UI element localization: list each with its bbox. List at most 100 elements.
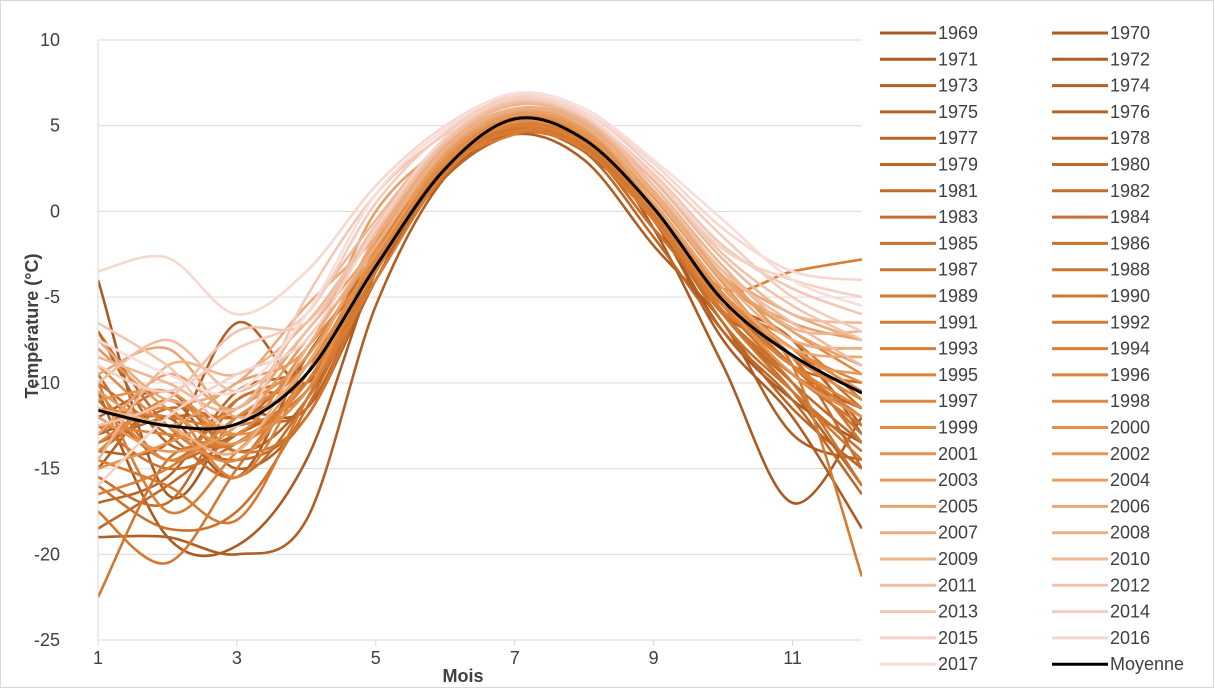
series-line-2008 [98,106,862,456]
legend-entry: 1973 [880,76,978,96]
legend-label: 2014 [1110,602,1150,622]
legend-entry: 1995 [880,365,978,385]
series-line-2015 [98,96,862,487]
legend-label: 2012 [1110,575,1150,595]
legend-entry: 1982 [1052,181,1150,201]
legend-entry: 1976 [1052,102,1150,122]
legend-label: 1990 [1110,286,1150,306]
legend-entry: 1985 [880,233,978,253]
legend-entry: 2010 [1052,549,1150,569]
legend-label: 1973 [938,76,978,96]
legend-label: 1992 [1110,312,1150,332]
legend-label: 1989 [938,286,978,306]
legend-label: 1969 [938,23,978,43]
y-tick-label: -10 [34,373,60,393]
legend-label: 1975 [938,102,978,122]
legend-label: 1976 [1110,102,1150,122]
legend-entry: 1971 [880,49,978,69]
y-axis-title: Température (°C) [22,254,42,399]
legend-entry: 1986 [1052,233,1150,253]
x-tick-label: 5 [371,648,381,668]
x-tick-label: 3 [232,648,242,668]
series-line-2005 [98,109,862,436]
legend-entry: 1989 [880,286,978,306]
legend-label: 2001 [938,444,978,464]
legend-entry: 1975 [880,102,978,122]
legend-label: 2015 [938,628,978,648]
legend-entry: 1984 [1052,207,1150,227]
x-tick-label: 7 [510,648,520,668]
legend-entry: 1969 [880,23,978,43]
legend-label: 1982 [1110,181,1150,201]
series-line-moyenne [98,116,862,431]
series-line-2014 [98,94,862,393]
legend-label: 1984 [1110,207,1150,227]
legend-label: 2006 [1110,496,1150,516]
legend-label: 1998 [1110,391,1150,411]
y-tick-label: -25 [34,630,60,650]
x-tick-label: 1 [93,648,103,668]
legend-entry: 1999 [880,418,978,438]
legend-entry: 2015 [880,628,978,648]
legend-label: 1997 [938,391,978,411]
legend-entry: 2008 [1052,523,1150,543]
series-line-1992 [98,128,862,428]
legend-label: 1981 [938,181,978,201]
legend-label: 1970 [1110,23,1150,43]
legend-label: 1995 [938,365,978,385]
legend-entry: 2011 [880,575,977,595]
legend-entry: 1994 [1052,339,1150,359]
legend-label: 1977 [938,128,978,148]
legend-label: 1985 [938,233,978,253]
legend-entry: 1978 [1052,128,1150,148]
legend-label: 2002 [1110,444,1150,464]
legend-label: 2013 [938,602,978,622]
legend-label: 1979 [938,155,978,175]
legend-entry: 1997 [880,391,978,411]
legend-entry: 2002 [1052,444,1150,464]
legend-entry: 1991 [880,312,978,332]
series-line-1990 [98,125,862,565]
legend-label: 2016 [1110,628,1150,648]
legend-label: 1993 [938,339,978,359]
legend-entry: 2001 [880,444,978,464]
legend-label: 1971 [938,49,978,69]
legend-entry: 1972 [1052,49,1150,69]
series-line-2011 [98,98,862,393]
legend-label: 1978 [1110,128,1150,148]
legend-entry: 2017 [880,654,978,674]
legend-entry: 1977 [880,128,978,148]
legend-entry: 1980 [1052,155,1150,175]
x-tick-label: 9 [649,648,659,668]
legend-label: 1972 [1110,49,1150,69]
legend-entry: 2004 [1052,470,1150,490]
legend-entry: 2005 [880,496,978,516]
legend-label: 2000 [1110,418,1150,438]
legend-label: 1996 [1110,365,1150,385]
y-tick-label: 0 [50,201,60,221]
y-tick-label: -20 [34,544,60,564]
legend-label: 1983 [938,207,978,227]
y-tick-label: 10 [40,30,60,50]
legend-entry: 1990 [1052,286,1150,306]
legend-label: 1988 [1110,260,1150,280]
legend-label: 2010 [1110,549,1150,569]
legend-entry: 2009 [880,549,978,569]
legend-label: 2008 [1110,523,1150,543]
legend-entry: 1992 [1052,312,1150,332]
legend-entry: 2007 [880,523,978,543]
legend-entry: 1998 [1052,391,1150,411]
legend: 1969 1970 1971 1972 1973 1974 1975 1976 1977 1978… [880,23,1184,674]
legend-entry: 2013 [880,602,978,622]
legend-label: 1980 [1110,155,1150,175]
legend-entry: 2012 [1052,575,1150,595]
legend-label: 2017 [938,654,978,674]
legend-label: 1987 [938,260,978,280]
series-line-1999 [98,119,862,463]
legend-entry: 1983 [880,207,978,227]
legend-entry: 1970 [1052,23,1150,43]
legend-label: 1999 [938,418,978,438]
